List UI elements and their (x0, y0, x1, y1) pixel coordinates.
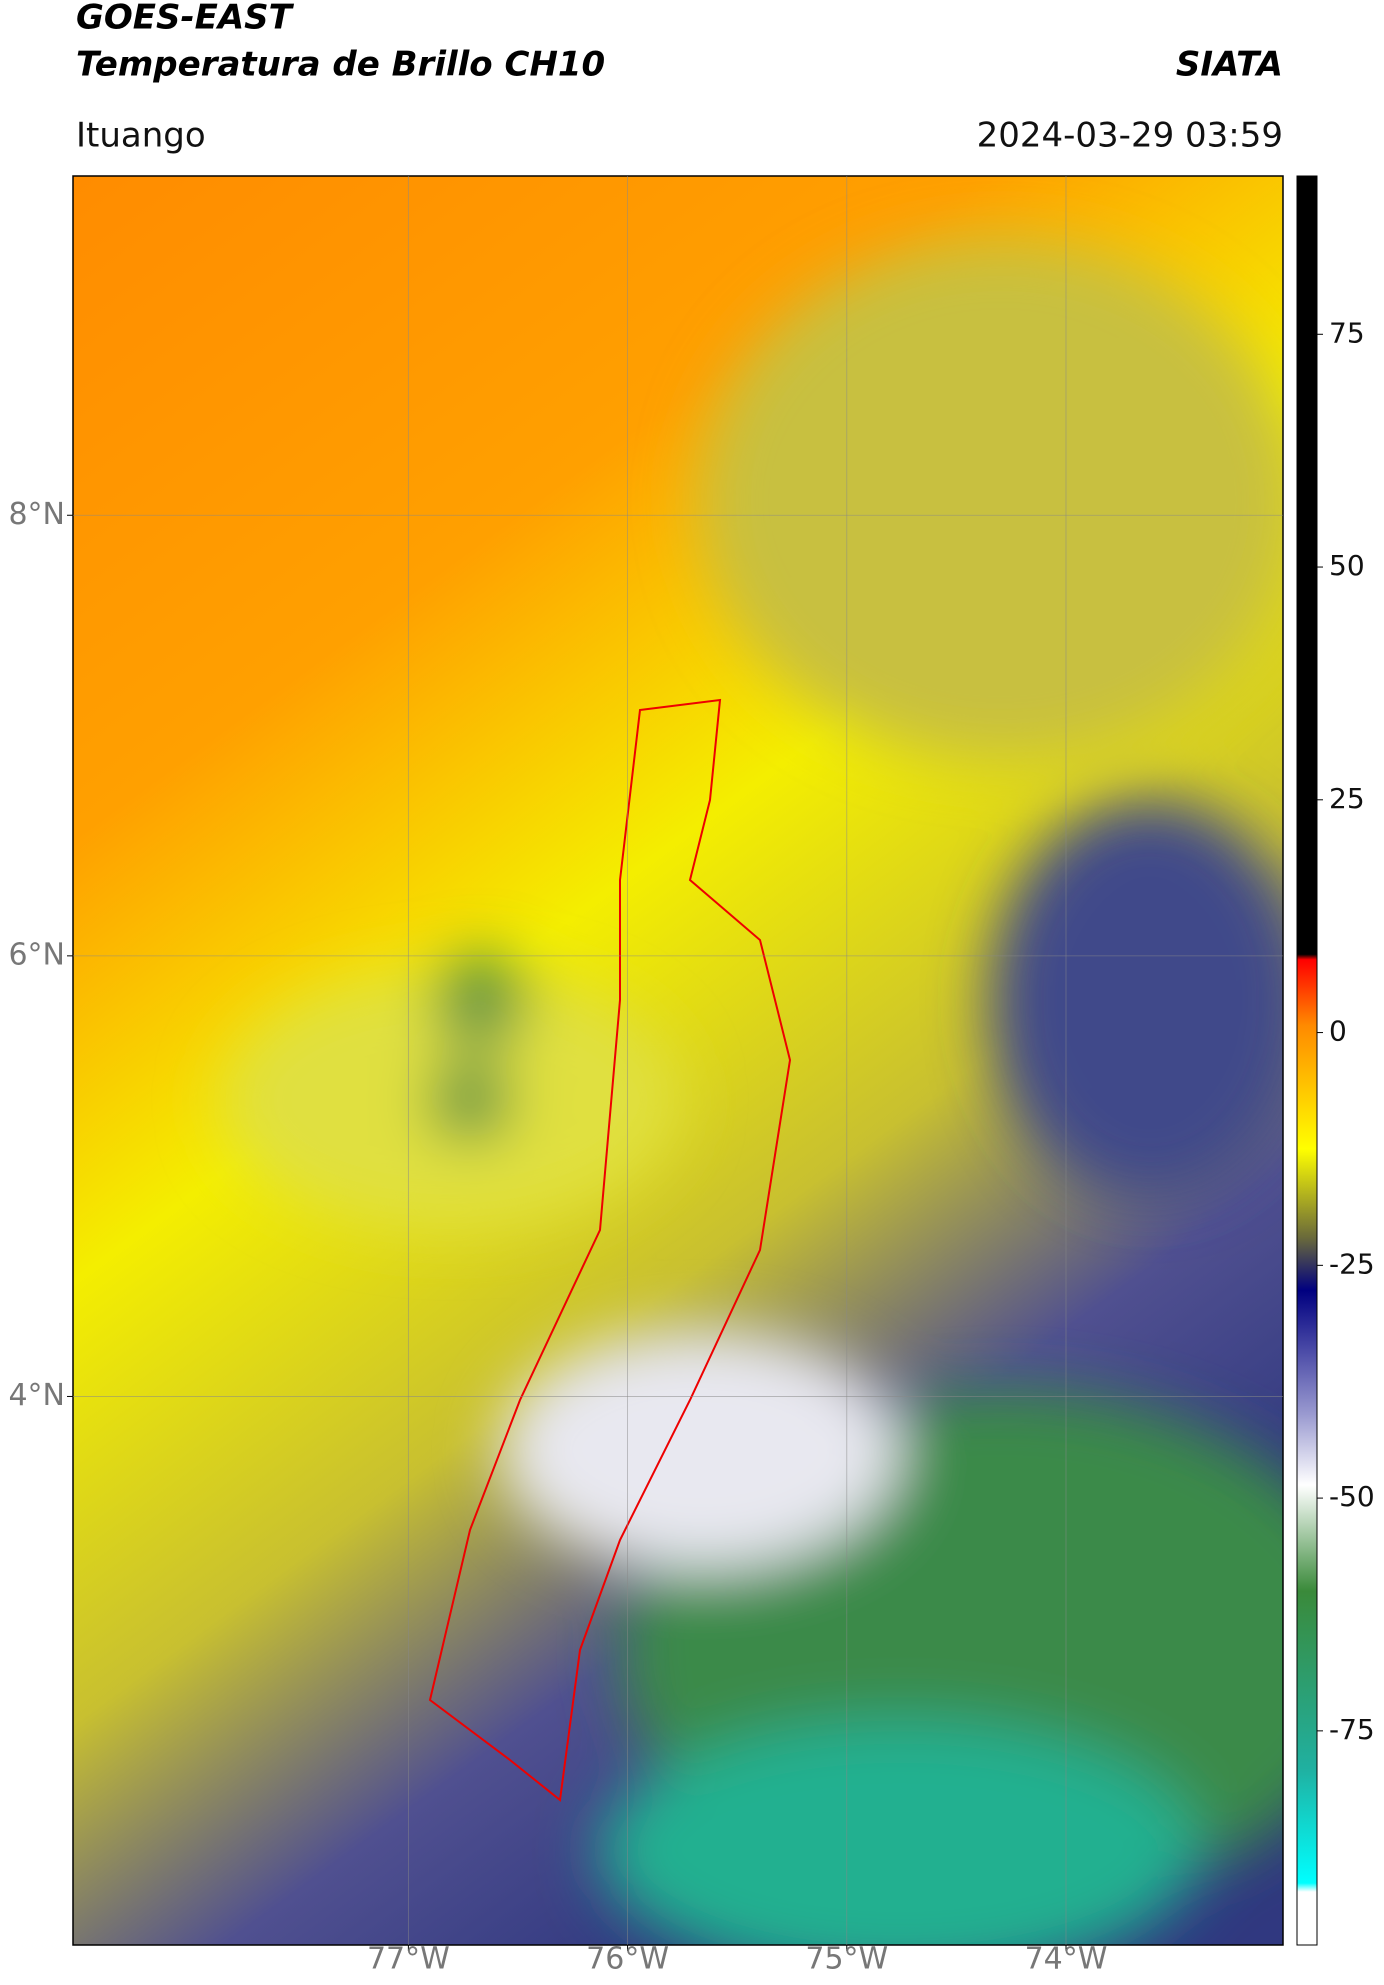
region: Ituango (76, 116, 206, 156)
colorbar-label: -75 (1329, 1713, 1375, 1746)
map-frame (72, 175, 1284, 1946)
colorbar-label: 50 (1329, 549, 1365, 582)
x-tick-label: 75°W (805, 1942, 888, 1977)
satellite-image (73, 176, 1283, 1945)
title: GOES-EAST (76, 0, 295, 38)
x-tick-label: 77°W (367, 1942, 450, 1977)
colorbar-label: 0 (1329, 1015, 1347, 1048)
y-tick-label: 6°N (8, 937, 65, 972)
colorbar-label: 25 (1329, 782, 1365, 815)
x-tick-label: 74°W (1025, 1942, 1108, 1977)
colorbar-label: -50 (1329, 1480, 1375, 1513)
colorbar (1296, 175, 1318, 1946)
colorbar-label: 75 (1329, 316, 1365, 349)
y-tick-label: 8°N (8, 497, 65, 532)
y-tick-label: 4°N (8, 1378, 65, 1413)
x-tick-label: 76°W (586, 1942, 669, 1977)
subtitle: Temperatura de Brillo CH10 (76, 45, 605, 85)
timestamp: 2024-03-29 03:59 (977, 116, 1283, 156)
colorbar-label: -25 (1329, 1247, 1375, 1280)
source: SIATA (1176, 45, 1283, 85)
